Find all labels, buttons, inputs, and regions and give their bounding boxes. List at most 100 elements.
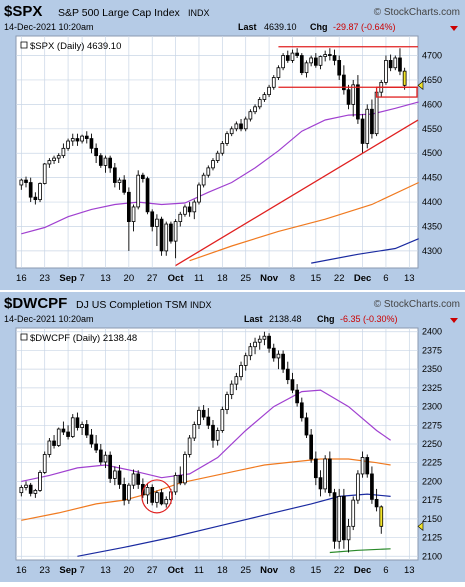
dwcpf-candle (220, 406, 225, 433)
dwcpf-y-tick-label: 2225 (422, 458, 442, 468)
dwcpf-candle (290, 372, 295, 394)
spx-candle (262, 92, 267, 102)
spx-gap-box (375, 86, 418, 98)
dwcpf-candle (108, 451, 113, 483)
dwcpf-candle (136, 470, 141, 489)
dwcpf-x-tick-label: Dec (354, 565, 371, 576)
spx-candle (239, 119, 243, 132)
spx-candle (19, 178, 24, 190)
dwcpf-candle (164, 496, 169, 508)
spx-candle (243, 116, 248, 132)
dwcpf-y-axis: 2100 2125 2150 2175 2200 2225 2250 2275 2300 2325… (422, 327, 442, 562)
spx-candle (33, 192, 38, 205)
dwcpf-x-tick-label: 25 (240, 565, 251, 576)
spx-candle (117, 177, 122, 190)
dwcpf-candle (285, 361, 290, 385)
spx-candle (126, 187, 131, 251)
spx-symbol: $SPX (4, 3, 42, 20)
dwcpf-exchange: INDX (190, 300, 212, 310)
spx-brand[interactable]: © StockCharts.com (374, 7, 460, 18)
dwcpf-candle (271, 343, 276, 362)
spx-datetime: 14-Dec-2021 10:20am (4, 22, 94, 32)
dwcpf-candle (89, 429, 94, 448)
spx-candle (327, 48, 332, 61)
dwcpf-legend-square-icon (20, 333, 28, 341)
spx-candle (103, 155, 108, 173)
spx-candle (80, 134, 84, 144)
spx-candle (351, 79, 356, 117)
dwcpf-candle (374, 488, 379, 512)
spx-candle (164, 221, 169, 256)
spx-candle (75, 133, 80, 146)
spx-x-tick-label: 25 (240, 273, 251, 284)
spx-moving-averages (21, 101, 419, 264)
dwcpf-candle (248, 342, 253, 361)
spx-x-tick-label: 16 (16, 273, 27, 284)
dwcpf-candle (117, 464, 122, 489)
spx-candle (183, 204, 187, 217)
dwcpf-brand[interactable]: © StockCharts.com (374, 299, 460, 310)
dwcpf-candle (28, 482, 33, 497)
dwcpf-candle (80, 421, 84, 436)
dwcpf-candle (52, 435, 56, 449)
spx-y-tick-label: 4600 (422, 99, 442, 109)
spx-y-tick-label: 4350 (422, 221, 442, 231)
dwcpf-x-tick-label: 11 (194, 565, 204, 576)
spx-candle (159, 216, 164, 256)
spx-candle (248, 109, 253, 122)
dwcpf-candle (122, 477, 127, 506)
dwcpf-x-tick-label: 13 (404, 565, 415, 576)
spx-candle (257, 97, 262, 110)
dwcpf-y-tick-label: 2175 (422, 495, 442, 505)
spx-down-arrow-icon (450, 26, 458, 31)
dwcpf-ma100-line (21, 458, 391, 521)
spx-exchange: INDX (188, 8, 210, 18)
spx-y-tick-label: 4400 (422, 197, 442, 207)
dwcpf-symbol: $DWCPF (4, 295, 67, 312)
spx-x-tick-label: Sep (59, 273, 77, 284)
spx-chart-panel: $SPX S&P 500 Large Cap Index INDX © Stoc… (0, 0, 465, 290)
dwcpf-candles (19, 331, 384, 553)
spx-name: S&P 500 Large Cap Index (58, 7, 181, 19)
dwcpf-candle (103, 451, 108, 468)
spx-candle (267, 84, 271, 98)
dwcpf-candle (150, 484, 155, 506)
spx-candle (211, 158, 215, 171)
dwcpf-candle (229, 380, 234, 400)
spx-candle (393, 55, 398, 71)
dwcpf-x-tick-label: Oct (168, 565, 185, 576)
dwcpf-candle (299, 397, 304, 422)
dwcpf-x-tick-label: 8 (290, 565, 295, 576)
spx-candle (84, 131, 89, 144)
dwcpf-candle (327, 451, 332, 497)
spx-candle (309, 55, 314, 67)
dwcpf-candle (309, 429, 314, 463)
spx-x-tick-label: 7 (79, 273, 84, 284)
dwcpf-highlight-ellipse (141, 479, 173, 514)
dwcpf-candle (356, 470, 360, 504)
dwcpf-candle (276, 350, 281, 370)
spx-x-tick-label: Dec (354, 273, 371, 284)
dwcpf-chart-panel: $DWCPF DJ US Completion TSM INDX © Stock… (0, 292, 465, 582)
spx-candle (112, 162, 117, 188)
dwcpf-y-tick-label: 2325 (422, 383, 442, 393)
spx-candle (281, 53, 285, 71)
spx-candle (122, 175, 127, 195)
spx-candle (323, 50, 328, 62)
dwcpf-candle (24, 481, 28, 491)
dwcpf-x-axis: 16 23 Sep 7 13 20 27 Oct 11 18 25 Nov 8 15 22 Dec 6 13 (16, 565, 415, 576)
spx-candle (173, 219, 178, 259)
spx-candle (66, 138, 70, 151)
spx-plot-area (15, 35, 419, 269)
dwcpf-candle (66, 425, 70, 440)
spx-x-tick-label: 15 (311, 273, 322, 284)
spx-legend-square-icon (20, 41, 28, 49)
spx-candle (108, 155, 113, 173)
dwcpf-last-value: 2138.48 (269, 314, 302, 324)
dwcpf-candle (295, 384, 299, 407)
spx-x-tick-label: 22 (334, 273, 345, 284)
spx-candle (42, 162, 47, 185)
dwcpf-candle (42, 451, 47, 474)
spx-y-tick-label: 4500 (422, 148, 442, 158)
dwcpf-y-tick-label: 2275 (422, 420, 442, 430)
